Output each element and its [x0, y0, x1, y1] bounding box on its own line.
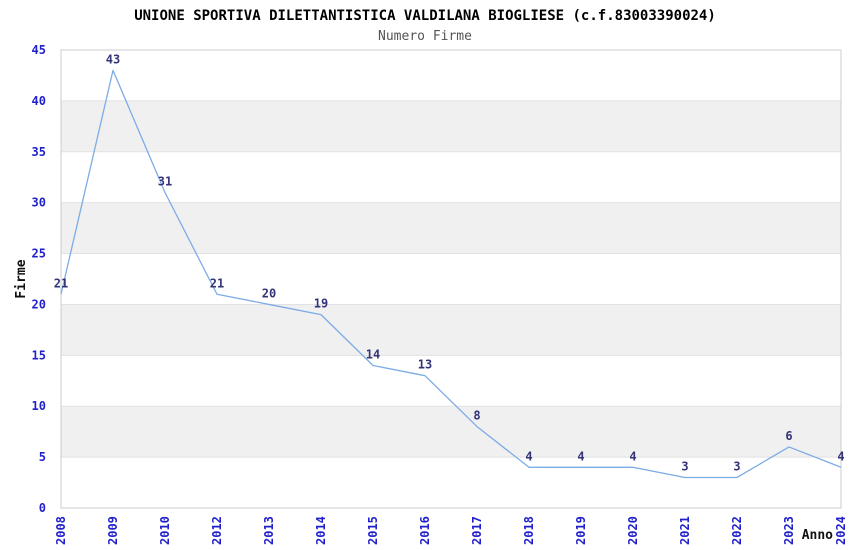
data-point-label: 4	[837, 449, 844, 463]
y-tick-label: 15	[32, 348, 46, 362]
data-point-label: 6	[785, 429, 792, 443]
chart-subtitle: Numero Firme	[378, 29, 472, 44]
x-axis-title: Anno	[802, 528, 833, 543]
y-tick-label: 5	[39, 450, 46, 464]
x-tick-label: 2019	[574, 516, 588, 545]
data-point-label: 43	[106, 52, 120, 66]
data-point-label: 20	[262, 286, 276, 300]
plot-border	[60, 49, 842, 509]
band-row	[61, 304, 841, 356]
band-row	[61, 100, 841, 152]
data-point-label: 4	[629, 449, 636, 463]
data-point-label: 4	[577, 449, 584, 463]
data-point-label: 21	[210, 276, 224, 290]
y-tick-labels: 0 5 10 15 20 25 30 35 40 45	[32, 43, 46, 515]
x-tick-label: 2010	[158, 516, 172, 545]
y-tick-label: 40	[32, 94, 46, 108]
data-point-label: 19	[314, 297, 328, 311]
data-point-label: 4	[525, 449, 532, 463]
chart-title: UNIONE SPORTIVA DILETTANTISTICA VALDILAN…	[134, 8, 716, 24]
x-tick-label: 2015	[366, 516, 380, 545]
x-tick-labels: 2008 2009 2010 2012 2013 2014 2015 2016 2017 2018…	[54, 516, 848, 545]
line-series	[60, 69, 842, 479]
data-point-label: 3	[733, 459, 740, 473]
band-rows-layer	[61, 100, 841, 458]
x-tick-label: 2013	[262, 516, 276, 545]
x-tick-label: 2012	[210, 516, 224, 545]
x-tick-label: 2021	[678, 516, 692, 545]
data-point-label: 14	[366, 348, 380, 362]
x-tick-label: 2008	[54, 516, 68, 545]
x-tick-label: 2014	[314, 516, 328, 545]
band-row	[61, 202, 841, 254]
y-tick-label: 20	[32, 297, 46, 311]
data-point-label: 3	[681, 459, 688, 473]
x-tick-label: 2023	[782, 516, 796, 545]
x-tick-label: 2018	[522, 516, 536, 545]
data-point-label: 8	[473, 409, 480, 423]
x-tick-label: 2009	[106, 516, 120, 545]
y-tick-label: 10	[32, 399, 46, 413]
y-tick-label: 45	[32, 43, 46, 57]
x-tick-label: 2017	[470, 516, 484, 545]
data-point-label: 13	[418, 358, 432, 372]
data-point-label: 31	[158, 174, 172, 188]
y-tick-label: 30	[32, 196, 46, 210]
line-series-layer	[60, 69, 842, 479]
x-tick-label: 2016	[418, 516, 432, 545]
y-tick-label: 35	[32, 145, 46, 159]
band-row	[61, 406, 841, 458]
y-axis-title: Firme	[14, 259, 29, 298]
x-tick-label: 2022	[730, 516, 744, 545]
y-tick-label: 25	[32, 247, 46, 261]
data-point-label: 21	[54, 276, 68, 290]
x-tick-label: 2024	[834, 516, 848, 545]
x-tick-label: 2020	[626, 516, 640, 545]
y-tick-label: 0	[39, 501, 46, 515]
